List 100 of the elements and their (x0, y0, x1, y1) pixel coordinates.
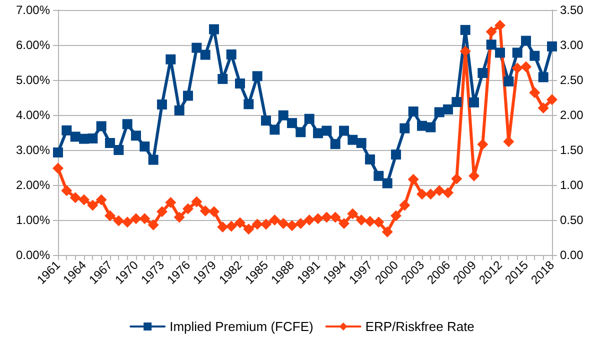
point (183, 90, 193, 101)
point (538, 102, 549, 114)
legend-label: Implied Premium (FCFE) (170, 319, 314, 334)
point (287, 118, 297, 128)
point (130, 213, 142, 224)
point (442, 187, 454, 198)
y2-tick-label: 1.50 (560, 143, 584, 157)
y-tick-label: 5.00% (16, 73, 50, 87)
point (286, 220, 298, 232)
point (478, 68, 488, 78)
point (140, 142, 150, 152)
point (348, 134, 358, 145)
point (209, 24, 219, 34)
point (192, 42, 202, 53)
point (114, 145, 124, 155)
point (200, 50, 210, 60)
point (339, 126, 349, 136)
point (157, 100, 167, 110)
point (304, 214, 315, 226)
point (148, 219, 159, 230)
y2-tick-label: 3.50 (560, 3, 584, 17)
y-tick-label: 4.00% (16, 108, 50, 122)
point (62, 125, 72, 136)
point (530, 50, 540, 61)
point (312, 213, 324, 224)
point (296, 127, 306, 138)
point (512, 48, 522, 58)
y2-tick-label: 0.00 (560, 248, 584, 262)
point (260, 218, 272, 230)
y-tick-label: 2.00% (16, 178, 50, 192)
y2-tick-label: 2.00 (560, 108, 584, 122)
point (504, 76, 514, 86)
point (494, 20, 506, 31)
point (148, 154, 158, 165)
point (373, 216, 384, 228)
point (156, 206, 168, 218)
y-tick-label: 1.00% (16, 213, 50, 227)
point (365, 154, 375, 164)
point (52, 162, 64, 174)
point (460, 46, 471, 57)
point (53, 147, 63, 158)
point (191, 196, 202, 208)
point (521, 36, 531, 46)
point (400, 123, 410, 134)
point (546, 94, 558, 106)
legend-label: ERP/Riskfree Rate (365, 319, 474, 334)
point (469, 97, 479, 108)
point (278, 218, 289, 229)
point (512, 62, 523, 74)
point (96, 121, 106, 132)
point (208, 206, 220, 218)
point (252, 218, 263, 230)
y2-tick-label: 3.00 (560, 38, 584, 52)
point (426, 122, 436, 132)
point (390, 210, 402, 222)
point (408, 174, 419, 185)
y2-tick-label: 2.50 (560, 73, 584, 87)
point (226, 49, 236, 60)
point (122, 119, 132, 130)
point (356, 214, 367, 226)
point (408, 106, 418, 116)
point (382, 226, 393, 238)
point (174, 105, 184, 116)
point (252, 71, 262, 82)
point (321, 212, 332, 223)
point (270, 124, 280, 135)
point (520, 61, 532, 72)
point (87, 200, 98, 211)
point (322, 126, 332, 136)
point (330, 139, 340, 150)
point (529, 87, 540, 98)
point (261, 116, 271, 126)
point (356, 138, 366, 148)
y2-tick-label: 0.50 (560, 213, 584, 227)
point (278, 110, 288, 120)
point (61, 185, 72, 196)
point (235, 78, 245, 88)
point (174, 212, 185, 223)
point (391, 150, 401, 160)
point (269, 214, 280, 226)
point (495, 48, 505, 58)
point (452, 97, 462, 108)
point (460, 24, 470, 35)
point (364, 216, 376, 227)
point (182, 203, 194, 214)
point (113, 215, 124, 226)
point (330, 212, 341, 223)
y-tick-label: 0.00% (16, 248, 50, 262)
point (139, 213, 150, 224)
point (295, 218, 306, 229)
point (416, 188, 428, 200)
point (486, 40, 496, 50)
point (503, 136, 514, 148)
point (347, 208, 358, 220)
point (374, 170, 384, 181)
point (217, 222, 228, 232)
point (338, 218, 350, 229)
y2-tick-label: 1.00 (560, 178, 584, 192)
point (477, 138, 488, 150)
point (234, 217, 246, 228)
